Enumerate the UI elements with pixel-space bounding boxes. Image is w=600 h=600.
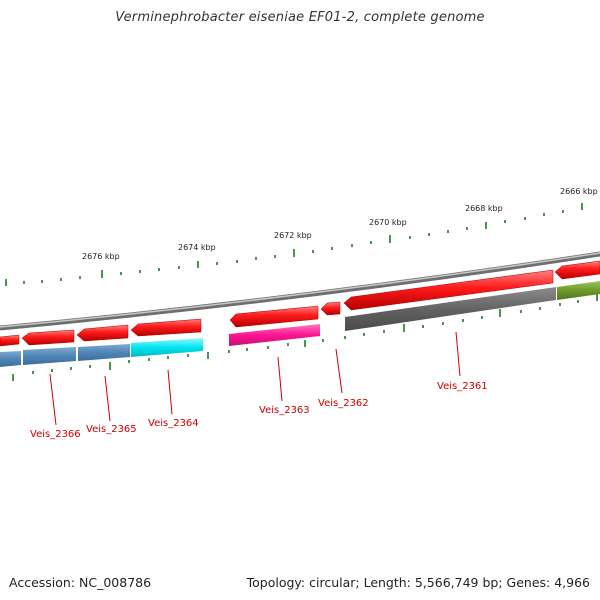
kbp-label: 2670 kbp — [369, 218, 407, 227]
topology-summary: Topology: circular; Length: 5,566,749 bp… — [246, 575, 590, 590]
gene-block-cyan[interactable] — [131, 338, 203, 357]
kbp-label: 2676 kbp — [82, 252, 120, 261]
gene-label[interactable]: Veis_2363 — [259, 405, 310, 416]
label-leaders — [49, 331, 461, 426]
gene-arrow[interactable] — [21, 329, 75, 346]
gene-block-gray[interactable] — [345, 287, 556, 331]
gene-label[interactable]: Veis_2362 — [318, 398, 369, 409]
gene-label[interactable]: Veis_2361 — [437, 381, 488, 392]
gene-arrow[interactable] — [0, 334, 20, 347]
gene-arrow[interactable] — [320, 301, 341, 316]
kbp-label: 2672 kbp — [274, 231, 312, 240]
gene-label[interactable]: Veis_2364 — [148, 418, 199, 429]
gene-block-steelblue[interactable] — [78, 344, 130, 361]
gene-arrow[interactable] — [343, 269, 554, 311]
gene-block-magenta[interactable] — [229, 324, 320, 346]
kbp-label: 2668 kbp — [465, 204, 503, 213]
gene-label[interactable]: Veis_2365 — [86, 424, 137, 435]
gene-arrow[interactable] — [554, 260, 600, 280]
gene-block-steelblue[interactable] — [23, 347, 76, 365]
gene-arrow[interactable] — [76, 324, 129, 342]
gene-arrow[interactable] — [130, 318, 202, 337]
gene-arrow[interactable] — [229, 305, 319, 328]
backbone — [0, 251, 600, 331]
outer-ticks — [5, 203, 583, 286]
accession-text: Accession: NC_008786 — [9, 575, 152, 590]
kbp-label: 2674 kbp — [178, 243, 216, 252]
gene-block-olive[interactable] — [557, 281, 600, 300]
inner-ticks — [12, 294, 598, 381]
map-title: Verminephrobacter eiseniae EF01-2, compl… — [115, 10, 485, 25]
gene-track-upper — [0, 260, 600, 347]
kbp-label: 2666 kbp — [560, 187, 598, 196]
gene-track-lower — [0, 281, 600, 367]
gene-label[interactable]: Veis_2366 — [30, 429, 81, 440]
gene-block-steelblue[interactable] — [0, 351, 21, 367]
